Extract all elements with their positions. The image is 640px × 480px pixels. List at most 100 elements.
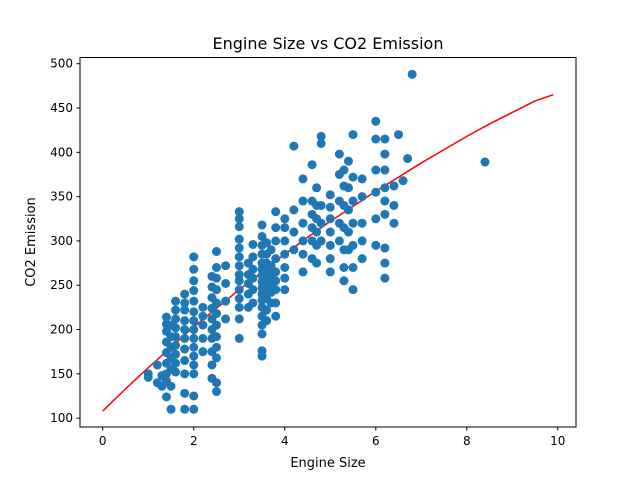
scatter-point <box>289 227 299 237</box>
scatter-point <box>403 154 413 164</box>
scatter-point <box>316 131 326 141</box>
scatter-point <box>339 263 349 272</box>
scatter-point <box>221 296 231 306</box>
scatter-point <box>180 289 190 299</box>
scatter-point <box>357 192 367 202</box>
scatter-point <box>234 285 244 295</box>
scatter-point <box>371 187 381 197</box>
scatter-point <box>271 311 281 321</box>
y-tick-label: 300 <box>50 234 73 248</box>
scatter-point <box>325 202 335 212</box>
scatter-point <box>180 298 190 308</box>
scatter-point <box>171 340 181 350</box>
scatter-point <box>189 351 199 361</box>
scatter-point <box>248 264 258 274</box>
scatter-point <box>171 332 181 342</box>
scatter-point <box>316 200 326 210</box>
scatter-point <box>212 285 222 295</box>
y-tick-label: 500 <box>50 57 73 71</box>
scatter-point <box>212 353 222 363</box>
scatter-point <box>262 238 272 248</box>
scatter-point <box>343 183 353 193</box>
scatter-point <box>380 165 390 175</box>
scatter-point <box>189 404 199 414</box>
scatter-point <box>262 316 272 326</box>
x-tick-label: 10 <box>550 434 565 448</box>
scatter-point <box>289 141 299 151</box>
scatter-point <box>212 247 222 257</box>
scatter-point <box>343 205 353 215</box>
scatter-point <box>234 207 244 217</box>
y-tick-label: 250 <box>50 278 73 292</box>
scatter-point <box>289 205 299 215</box>
scatter-point <box>298 236 308 246</box>
scatter-point <box>357 174 367 184</box>
scatter-point <box>198 347 208 357</box>
scatter-point <box>348 218 358 228</box>
scatter-point <box>248 285 258 295</box>
scatter-point <box>243 258 253 268</box>
plot-frame <box>79 57 577 428</box>
scatter-point <box>180 305 190 315</box>
x-axis-ticks: 0 2 4 6 8 10 <box>99 427 565 448</box>
scatter-point <box>171 358 181 368</box>
x-axis-label: Engine Size <box>290 456 365 471</box>
scatter-point <box>280 223 290 233</box>
scatter-point <box>380 183 390 193</box>
scatter-point <box>298 249 308 259</box>
scatter-point <box>257 346 267 356</box>
scatter-point <box>198 320 208 330</box>
chart-title: Engine Size vs CO2 Emission <box>213 34 444 53</box>
scatter-point <box>298 174 308 184</box>
scatter-point <box>234 276 244 286</box>
scatter-point <box>271 267 281 277</box>
scatter-point <box>212 378 222 388</box>
scatter-point <box>171 305 181 315</box>
scatter-point <box>348 285 358 295</box>
scatter-point <box>334 149 344 159</box>
scatter-point <box>325 254 335 264</box>
scatter-point <box>389 218 399 228</box>
scatter-point <box>380 196 390 206</box>
scatter-point <box>271 285 281 295</box>
scatter-point <box>180 356 190 366</box>
scatter-point <box>189 333 199 343</box>
scatter-point <box>189 360 199 370</box>
scatter-point <box>171 367 181 377</box>
scatter-point <box>380 149 390 159</box>
scatter-point <box>189 316 199 326</box>
scatter-point <box>380 209 390 219</box>
scatter-point <box>280 263 290 272</box>
y-tick-label: 350 <box>50 190 73 204</box>
scatter-point <box>180 404 190 414</box>
y-tick-label: 400 <box>50 145 73 159</box>
scatter-point <box>257 329 267 339</box>
scatter-point <box>339 276 349 286</box>
scatter-point <box>371 116 381 126</box>
scatter-point <box>212 263 222 272</box>
scatter-point <box>212 332 222 342</box>
scatter-point <box>234 243 244 253</box>
scatter-point <box>198 311 208 321</box>
y-tick-label: 150 <box>50 367 73 381</box>
scatter-point <box>348 172 358 182</box>
scatter-point <box>298 196 308 206</box>
scatter-point <box>212 387 222 397</box>
scatter-points-layer <box>143 69 490 414</box>
scatter-point <box>180 325 190 335</box>
scatter-point <box>325 240 335 250</box>
scatter-point <box>212 298 222 308</box>
x-tick-label: 4 <box>281 434 289 448</box>
scatter-point <box>271 254 281 264</box>
scatter-point <box>298 267 308 277</box>
scatter-point <box>212 273 222 283</box>
scatter-point <box>198 302 208 312</box>
scatter-point <box>257 231 267 241</box>
scatter-point <box>312 183 322 193</box>
scatter-point <box>316 236 326 246</box>
scatter-point <box>152 360 162 370</box>
scatter-point <box>312 227 322 237</box>
scatter-point <box>307 160 317 170</box>
scatter-point <box>262 305 272 315</box>
